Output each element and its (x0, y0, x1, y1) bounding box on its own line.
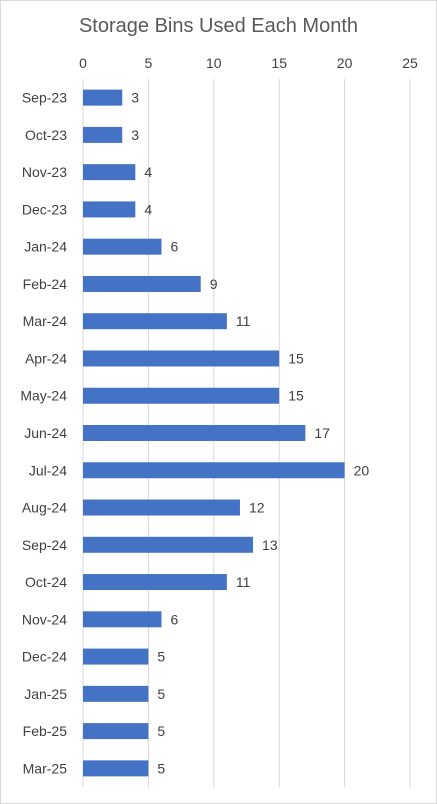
x-tick-label: 5 (145, 55, 153, 71)
bar (83, 275, 201, 292)
category-label: Apr-24 (25, 350, 67, 366)
bar (83, 425, 306, 441)
category-label: Sep-23 (22, 90, 67, 106)
data-label: 3 (131, 127, 139, 143)
data-label: 4 (144, 201, 152, 217)
bar (83, 574, 227, 591)
bar (83, 611, 162, 628)
category-label: Oct-24 (25, 574, 67, 590)
bar (83, 126, 123, 143)
x-tick-label: 0 (79, 55, 87, 71)
data-label: 11 (236, 574, 251, 590)
bar (83, 685, 149, 702)
bar (83, 462, 345, 479)
bar (83, 238, 162, 255)
bar (83, 760, 149, 777)
data-label: 17 (314, 425, 330, 441)
bar (83, 536, 254, 553)
data-label: 15 (288, 350, 304, 366)
chart-title: Storage Bins Used Each Month (78, 15, 359, 37)
x-tick-label: 25 (402, 55, 418, 71)
data-label: 5 (157, 723, 165, 739)
x-tick-label: 15 (271, 55, 287, 71)
data-label: 15 (288, 388, 304, 404)
category-label: Dec-24 (22, 649, 67, 665)
category-label: Nov-23 (22, 164, 67, 180)
bar (83, 89, 123, 106)
data-label: 6 (170, 239, 178, 255)
category-label: Jun-24 (24, 425, 67, 441)
category-label: Dec-23 (22, 201, 67, 217)
bar (83, 648, 149, 665)
bar (83, 387, 280, 404)
data-label: 5 (157, 760, 165, 776)
data-label: 11 (236, 313, 251, 329)
category-label: Jul-24 (29, 462, 67, 478)
category-label: Aug-24 (22, 500, 67, 516)
category-label: May-24 (20, 388, 67, 404)
data-label: 20 (354, 462, 370, 478)
bar (83, 164, 136, 181)
bar (83, 350, 280, 367)
data-label: 9 (210, 276, 218, 292)
data-label: 5 (157, 649, 165, 665)
data-label: 3 (131, 90, 139, 106)
bar (83, 201, 136, 218)
data-label: 13 (262, 537, 278, 553)
category-label: Feb-24 (23, 276, 68, 292)
category-label: Feb-25 (23, 723, 68, 739)
data-label: 4 (144, 164, 152, 180)
data-label: 6 (170, 611, 178, 627)
x-tick-label: 20 (337, 55, 353, 71)
bar (83, 313, 227, 330)
category-label: Sep-24 (22, 537, 67, 553)
bar (83, 723, 149, 740)
category-label: Jan-24 (24, 239, 67, 255)
bar (83, 499, 240, 516)
category-label: Mar-24 (23, 313, 68, 329)
data-label: 5 (157, 686, 165, 702)
category-label: Oct-23 (25, 127, 67, 143)
category-label: Nov-24 (22, 611, 67, 627)
category-label: Jan-25 (24, 686, 67, 702)
data-label: 12 (249, 500, 265, 516)
x-tick-label: 10 (206, 55, 222, 71)
category-label: Mar-25 (23, 760, 68, 776)
